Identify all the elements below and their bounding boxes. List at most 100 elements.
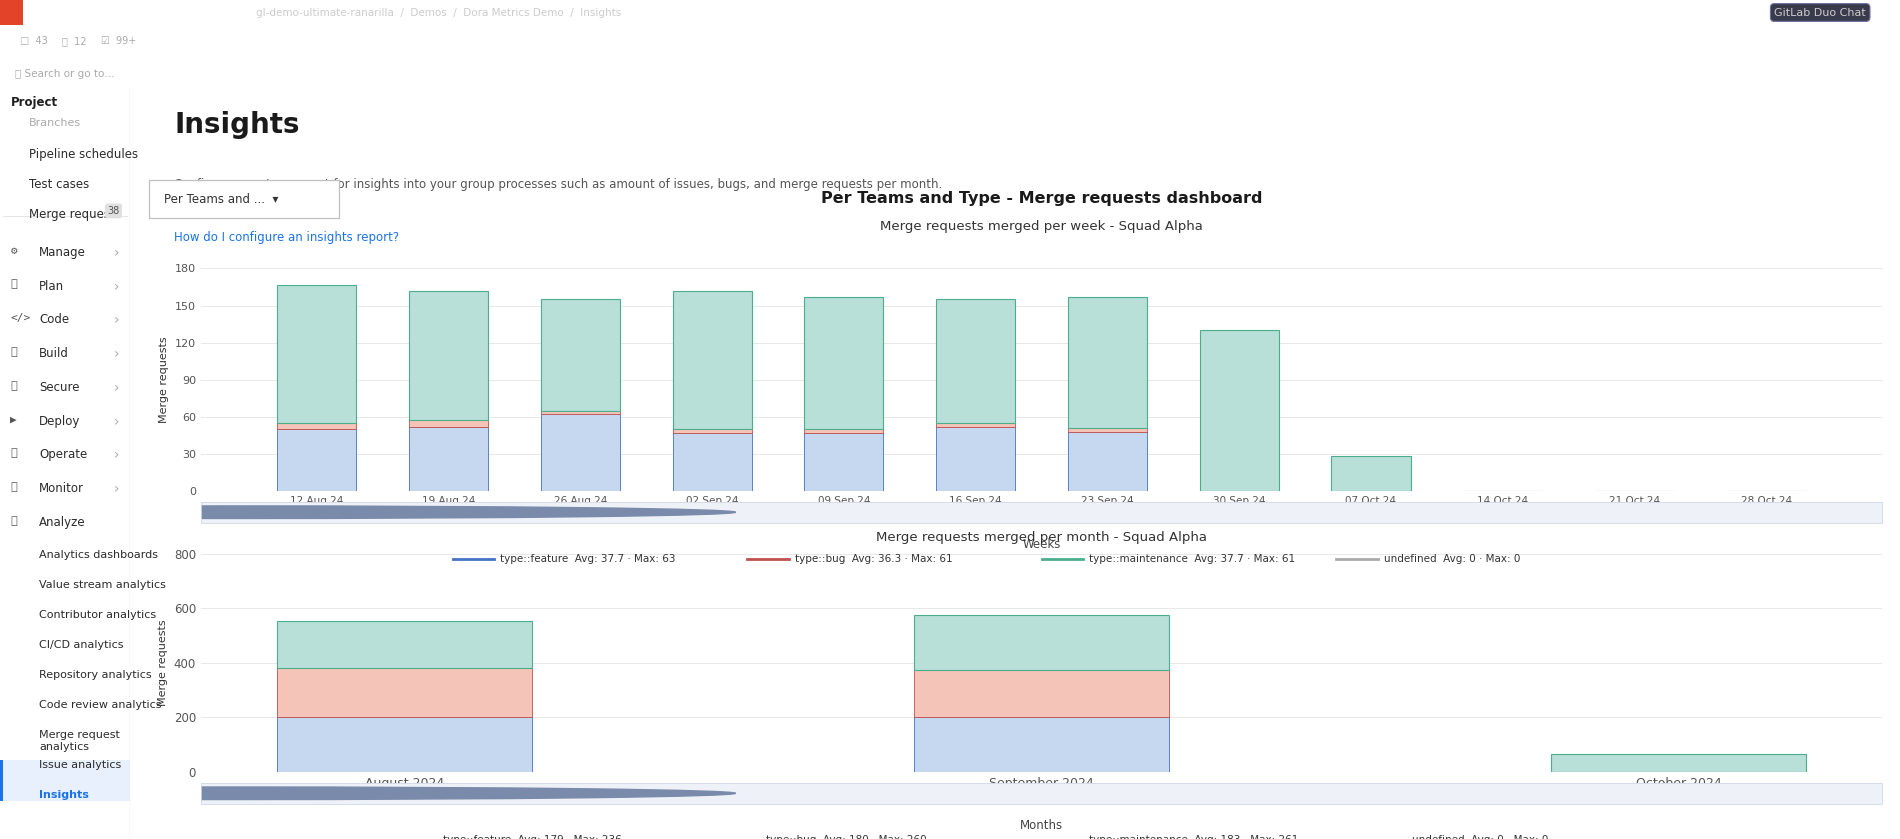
Text: ⑂  12: ⑂ 12 [63,36,87,46]
Bar [277,668,532,717]
Text: 📅: 📅 [10,279,17,289]
Text: ›: › [114,482,120,497]
Text: 🛡: 🛡 [10,381,17,391]
Text: type::feature  Avg: 179 · Max: 236: type::feature Avg: 179 · Max: 236 [443,835,621,839]
Text: ›: › [114,347,120,361]
Text: Code: Code [40,313,68,326]
Bar [277,429,357,491]
Text: ▶: ▶ [10,414,17,425]
Bar [1550,754,1805,772]
Text: 📈: 📈 [10,516,17,526]
Text: Plan: Plan [40,279,65,293]
Text: Monitor: Monitor [40,482,84,495]
Text: □  43: □ 43 [19,36,48,46]
Text: type::feature  Avg: 37.7 · Max: 63: type::feature Avg: 37.7 · Max: 63 [500,554,676,564]
Circle shape [0,506,735,519]
Bar [542,300,619,410]
Text: ⚙: ⚙ [10,246,17,256]
Text: Value stream analytics: Value stream analytics [40,580,165,590]
Text: 🚀: 🚀 [10,347,17,357]
Text: ›: › [114,246,120,260]
Text: type::bug  Avg: 36.3 · Max: 61: type::bug Avg: 36.3 · Max: 61 [794,554,952,564]
Text: Insights: Insights [175,111,300,138]
Text: 👁: 👁 [10,449,17,458]
Bar [542,414,619,491]
Text: Merge requests merged per month - Squad Alpha: Merge requests merged per month - Squad … [876,531,1206,544]
Text: ›: › [114,279,120,294]
Bar [937,300,1015,423]
Bar [0,760,129,801]
Bar [804,297,884,429]
Bar [673,291,752,429]
Bar [914,717,1168,772]
Y-axis label: Merge requests: Merge requests [158,619,167,706]
Text: type::maintenance  Avg: 183 · Max: 261: type::maintenance Avg: 183 · Max: 261 [1089,835,1298,839]
Bar [937,426,1015,491]
Text: Manage: Manage [40,246,86,258]
Bar [277,284,357,423]
Bar [1068,297,1148,428]
Bar [1068,431,1148,491]
Text: Months: Months [1020,819,1064,831]
Text: 38: 38 [106,206,120,216]
Bar [804,429,884,433]
Bar [277,621,532,668]
Text: Branches: Branches [28,118,80,128]
Text: Analyze: Analyze [40,516,86,529]
Bar [542,410,619,414]
Bar [673,433,752,491]
Text: Pipeline schedules: Pipeline schedules [28,148,137,161]
Text: How do I configure an insights report?: How do I configure an insights report? [175,231,399,243]
Text: Test cases: Test cases [28,178,89,191]
Text: Per Teams and ...  ▾: Per Teams and ... ▾ [163,193,279,206]
Text: Merge request
analytics: Merge request analytics [40,730,120,752]
Text: Insights: Insights [40,790,89,800]
Text: Merge requests merged per week - Squad Alpha: Merge requests merged per week - Squad A… [880,221,1203,233]
Text: ›: › [114,313,120,327]
Text: GitLab Duo Chat: GitLab Duo Chat [1775,8,1866,18]
Text: Contributor analytics: Contributor analytics [40,610,156,620]
Bar [937,423,1015,426]
Text: Configure a custom report for insights into your group processes such as amount : Configure a custom report for insights i… [175,178,942,191]
Bar [408,420,488,426]
Text: undefined  Avg: 0 · Max: 0: undefined Avg: 0 · Max: 0 [1383,554,1520,564]
Text: CI/CD analytics: CI/CD analytics [40,640,124,650]
Text: type::maintenance  Avg: 37.7 · Max: 61: type::maintenance Avg: 37.7 · Max: 61 [1089,554,1296,564]
Text: Build: Build [40,347,68,360]
Text: Project: Project [10,96,57,108]
Text: ›: › [114,414,120,429]
Bar [277,717,532,772]
Text: Code review analytics: Code review analytics [40,700,162,710]
Text: ☑  99+: ☑ 99+ [101,36,137,46]
Circle shape [0,787,735,800]
Text: 📊: 📊 [10,482,17,492]
Text: Per Teams and Type - Merge requests dashboard: Per Teams and Type - Merge requests dash… [821,190,1262,206]
Text: undefined  Avg: 0 · Max: 0: undefined Avg: 0 · Max: 0 [1412,835,1548,839]
Bar [0,0,23,25]
Text: ›: › [114,449,120,462]
Text: type::bug  Avg: 180 · Max: 260: type::bug Avg: 180 · Max: 260 [766,835,927,839]
Bar [914,615,1168,670]
Bar [408,291,488,420]
Text: Repository analytics: Repository analytics [40,670,152,680]
Text: Analytics dashboards: Analytics dashboards [40,550,158,560]
Bar [1068,428,1148,431]
Bar [408,426,488,491]
Bar [0,760,4,801]
Text: Issue analytics: Issue analytics [40,760,122,770]
Text: Deploy: Deploy [40,414,80,428]
Text: ›: › [114,381,120,395]
Bar [277,423,357,429]
Text: Operate: Operate [40,449,87,461]
Y-axis label: Merge requests: Merge requests [160,336,169,423]
Text: gl-demo-ultimate-ranarilla  /  Demos  /  Dora Metrics Demo  /  Insights: gl-demo-ultimate-ranarilla / Demos / Dor… [256,8,621,18]
Text: </>: </> [10,313,30,323]
Text: Weeks: Weeks [1022,538,1060,550]
Bar [673,429,752,433]
Bar [804,433,884,491]
Bar [1332,456,1410,491]
Bar [914,670,1168,717]
Text: Secure: Secure [40,381,80,393]
Text: Merge requests: Merge requests [28,208,120,221]
Text: 🔍 Search or go to...: 🔍 Search or go to... [15,69,114,79]
